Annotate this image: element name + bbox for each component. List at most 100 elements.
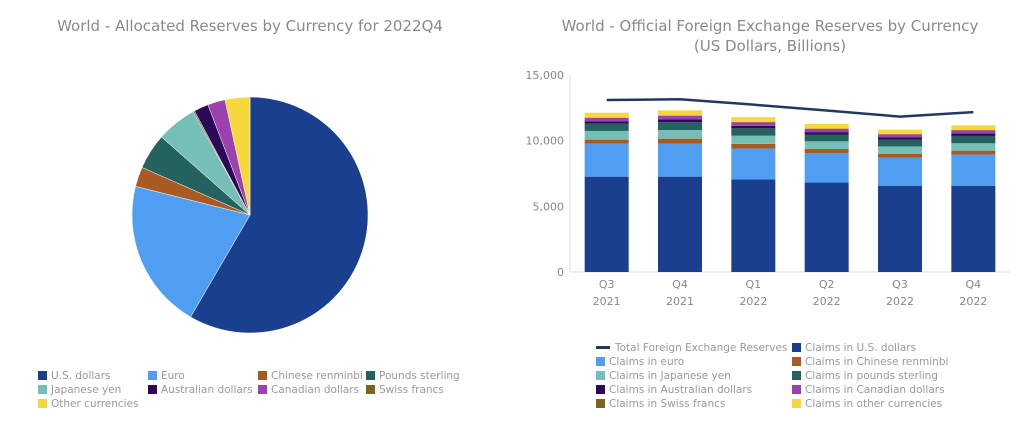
bar-segment-eur bbox=[878, 157, 922, 186]
legend-label: Swiss francs bbox=[379, 383, 444, 396]
pie-title: World - Allocated Reserves by Currency f… bbox=[57, 17, 443, 35]
bar-segment-gbp bbox=[584, 123, 629, 131]
legend-label: Australian dollars bbox=[161, 383, 253, 396]
bar-segment-aud bbox=[878, 137, 922, 140]
bar-segment-cad bbox=[878, 134, 922, 138]
x-tick-label: 2022 bbox=[959, 295, 987, 308]
bar-segment-eur bbox=[584, 143, 629, 177]
bar-segment-jpy bbox=[878, 146, 922, 154]
bar-segment-aud bbox=[658, 119, 702, 123]
y-tick-label: 0 bbox=[557, 266, 564, 279]
y-tick-label: 15,000 bbox=[526, 69, 565, 82]
bar-segment-eur bbox=[731, 148, 776, 180]
legend-label: Claims in euro bbox=[609, 355, 685, 368]
legend-swatch bbox=[596, 385, 605, 394]
legend-label: Claims in other currencies bbox=[805, 397, 943, 410]
bar-segment-aud bbox=[731, 125, 776, 129]
x-tick-label: Q2 bbox=[819, 278, 835, 291]
bar-segment-other bbox=[951, 125, 996, 131]
legend-swatch bbox=[792, 385, 801, 394]
legend-swatch bbox=[596, 346, 610, 349]
legend-item-gbp: Claims in pounds sterling bbox=[792, 369, 962, 382]
bar-segment-jpy bbox=[804, 141, 849, 149]
bar-segment-eur bbox=[658, 143, 702, 177]
y-tick-label: 5,000 bbox=[533, 200, 565, 213]
legend-label: Canadian dollars bbox=[271, 383, 360, 396]
legend-swatch bbox=[366, 371, 375, 380]
legend-swatch bbox=[258, 371, 267, 380]
bar-segment-eur bbox=[951, 154, 996, 186]
bar-segment-gbp bbox=[658, 122, 702, 131]
x-tick-label: Q3 bbox=[892, 278, 908, 291]
legend-swatch bbox=[38, 399, 47, 408]
legend-swatch bbox=[366, 385, 375, 394]
pie-slice-usd bbox=[190, 96, 369, 334]
legend-item-jpy: Claims in Japanese yen bbox=[596, 369, 792, 382]
bar-segment-cny bbox=[731, 143, 776, 149]
legend-swatch bbox=[148, 371, 157, 380]
bar-segment-cny bbox=[584, 139, 629, 144]
bar-segment-jpy bbox=[731, 135, 776, 144]
legend-swatch bbox=[148, 385, 157, 394]
legend-swatch bbox=[596, 399, 605, 408]
bar-segment-cad bbox=[951, 130, 996, 134]
legend-item-eur: Euro bbox=[148, 369, 258, 382]
legend-swatch bbox=[792, 399, 801, 408]
bar-title-main: World - Official Foreign Exchange Reserv… bbox=[561, 17, 979, 35]
x-tick-label: Q1 bbox=[745, 278, 761, 291]
bar-segment-usd bbox=[584, 176, 629, 272]
x-tick-label: 2022 bbox=[813, 295, 841, 308]
bar-segment-other bbox=[878, 129, 922, 135]
bar-segment-aud bbox=[584, 121, 629, 124]
legend-label: Claims in Japanese yen bbox=[609, 369, 731, 382]
bar-segment-cny bbox=[878, 153, 922, 158]
legend-label: Euro bbox=[161, 369, 185, 382]
total-reserves-line bbox=[606, 98, 974, 118]
x-tick-label: Q4 bbox=[672, 278, 688, 291]
bar-segment-usd bbox=[658, 176, 702, 272]
bar-segment-jpy bbox=[658, 130, 702, 139]
x-tick-label: 2021 bbox=[666, 295, 694, 308]
bar-legend: Total Foreign Exchange Reserves Claims in… bbox=[596, 341, 962, 410]
bar-segment-aud bbox=[804, 132, 849, 135]
legend-item-gbp: Pounds sterling bbox=[366, 369, 476, 382]
legend-label: Other currencies bbox=[51, 397, 139, 410]
bar-title: World - Official Foreign Exchange Reserv… bbox=[520, 16, 1020, 56]
legend-swatch bbox=[38, 371, 47, 380]
legend-label: Claims in Swiss francs bbox=[609, 397, 726, 410]
legend-swatch bbox=[258, 385, 267, 394]
legend-swatch bbox=[792, 371, 801, 380]
pie-slice-other bbox=[224, 96, 251, 216]
bar-segment-usd bbox=[951, 185, 996, 272]
legend-item-chf: Claims in Swiss francs bbox=[596, 397, 792, 410]
legend-item-jpy: Japanese yen bbox=[38, 383, 148, 396]
pie-legend: U.S. dollars Euro Chinese renminbi Pounds s… bbox=[38, 369, 476, 410]
bar-segment-cad bbox=[731, 122, 776, 126]
legend-label: Claims in Canadian dollars bbox=[805, 383, 945, 396]
bar-segment-usd bbox=[731, 179, 776, 272]
bar-segment-cny bbox=[804, 148, 849, 154]
legend-swatch bbox=[596, 371, 605, 380]
y-tick-label: 10,000 bbox=[526, 135, 565, 148]
legend-item-cad: Canadian dollars bbox=[258, 383, 366, 396]
legend-label: Claims in Chinese renminbi bbox=[805, 355, 949, 368]
legend-swatch bbox=[792, 343, 801, 352]
legend-item-usd: Claims in U.S. dollars bbox=[792, 341, 962, 354]
legend-item-cny: Chinese renminbi bbox=[258, 369, 366, 382]
legend-item-other: Other currencies bbox=[38, 397, 148, 410]
x-tick-label: 2022 bbox=[886, 295, 914, 308]
bar-segment-cad bbox=[804, 128, 849, 133]
bar-segment-cny bbox=[658, 138, 702, 144]
legend-item-aud: Australian dollars bbox=[148, 383, 258, 396]
bar-segment-gbp bbox=[878, 139, 922, 147]
bar-segment-other bbox=[584, 112, 629, 118]
legend-label: Claims in pounds sterling bbox=[805, 369, 938, 382]
bar-segment-eur bbox=[804, 153, 849, 183]
legend-label: Chinese renminbi bbox=[271, 369, 363, 382]
bar-segment-gbp bbox=[731, 128, 776, 136]
legend-item-usd: U.S. dollars bbox=[38, 369, 148, 382]
legend-item-chf: Swiss francs bbox=[366, 383, 476, 396]
bar-subtitle: (US Dollars, Billions) bbox=[693, 37, 847, 55]
legend-swatch bbox=[38, 385, 47, 394]
